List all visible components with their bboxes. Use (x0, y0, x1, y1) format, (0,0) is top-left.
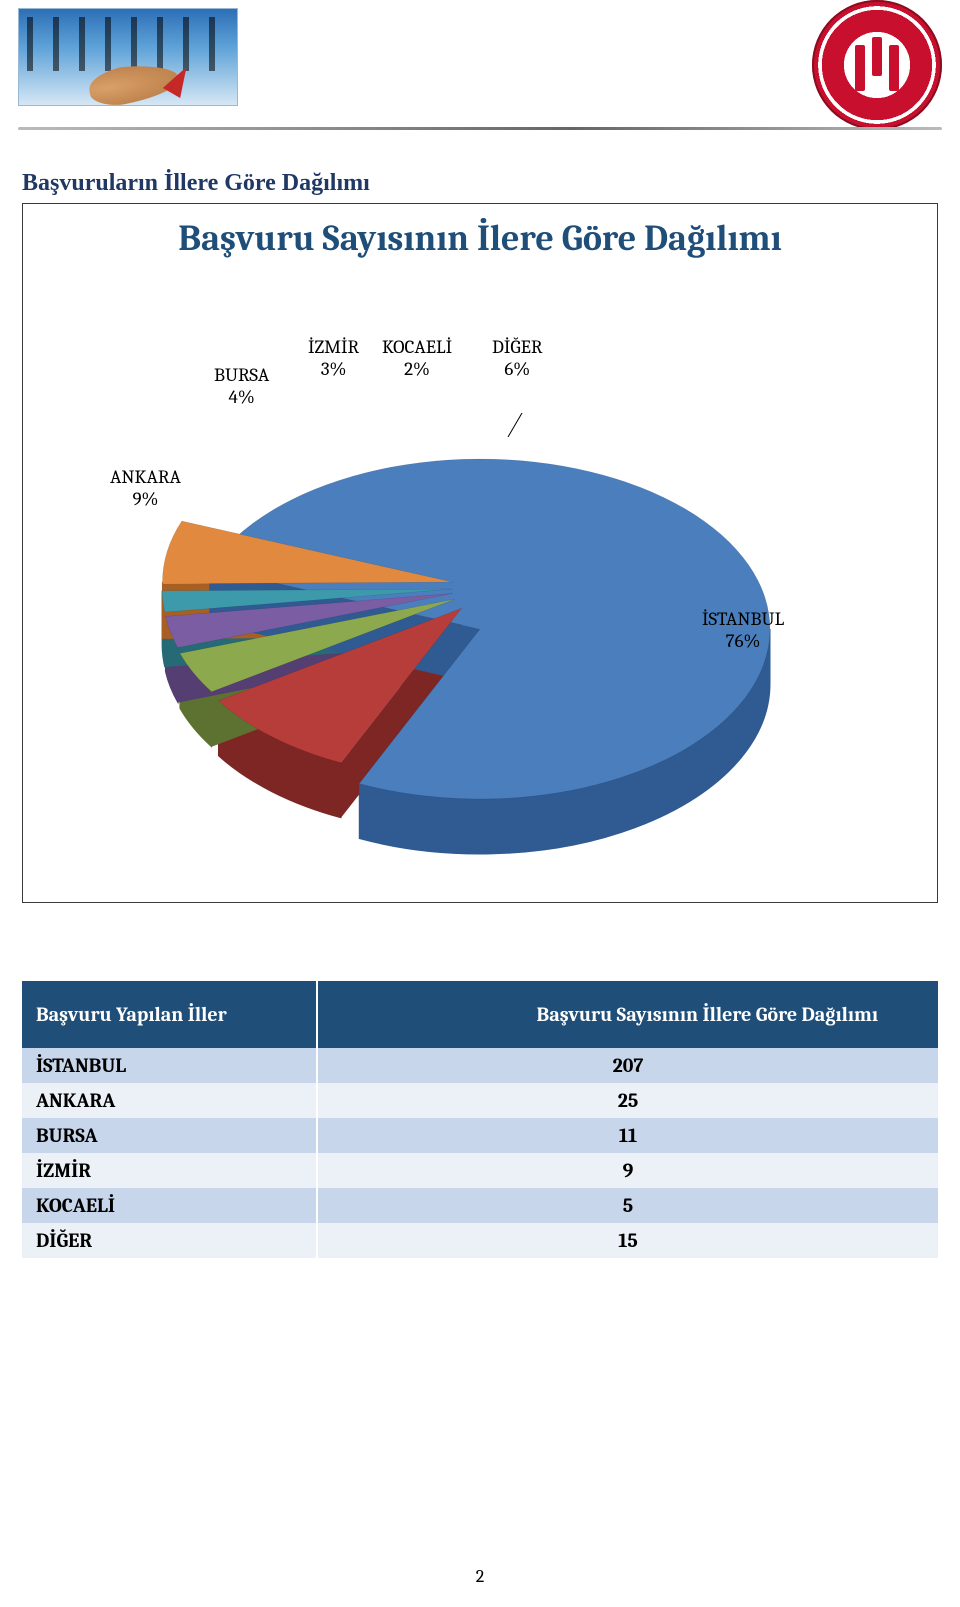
pie-label-istanbul: İSTANBUL76% (702, 609, 784, 653)
table-header-city: Başvuru Yapılan İller (22, 981, 317, 1048)
table-cell-value: 207 (317, 1048, 938, 1083)
table-row: KOCAELİ5 (22, 1188, 938, 1223)
table-cell-value: 11 (317, 1118, 938, 1153)
table-row: İSTANBUL207 (22, 1048, 938, 1083)
table-cell-city: KOCAELİ (22, 1188, 317, 1223)
data-table: Başvuru Yapılan İller Başvuru Sayısının … (22, 981, 938, 1258)
table-header-value: Başvuru Sayısının İllere Göre Dağılımı (317, 981, 938, 1048)
table-cell-city: BURSA (22, 1118, 317, 1153)
table-row: BURSA11 (22, 1118, 938, 1153)
pie-label-kocaeli: KOCAELİ2% (382, 337, 452, 381)
data-table-container: Başvuru Yapılan İller Başvuru Sayısının … (22, 981, 938, 1258)
table-row: İZMİR9 (22, 1153, 938, 1188)
table-cell-value: 15 (317, 1223, 938, 1258)
header-divider (18, 127, 942, 130)
table-cell-value: 25 (317, 1083, 938, 1118)
page-header (0, 0, 960, 130)
pie-chart: ANKARA9% BURSA4% İZMİR3% KOCAELİ2% DİĞER… (130, 379, 830, 879)
header-logo-left (18, 8, 238, 106)
pie-chart-container: Başvuru Sayısının İlere Göre Dağılımı AN… (22, 203, 938, 903)
table-cell-city: DİĞER (22, 1223, 317, 1258)
table-cell-value: 9 (317, 1153, 938, 1188)
section-title: Başvuruların İllere Göre Dağılımı (22, 170, 960, 197)
header-seal-icon (812, 0, 942, 130)
chart-title: Başvuru Sayısının İlere Göre Dağılımı (23, 204, 937, 265)
table-cell-city: ANKARA (22, 1083, 317, 1118)
table-cell-city: İZMİR (22, 1153, 317, 1188)
pie-label-izmir: İZMİR3% (308, 337, 359, 381)
pie-label-ankara: ANKARA9% (110, 467, 181, 511)
table-cell-city: İSTANBUL (22, 1048, 317, 1083)
table-row: DİĞER15 (22, 1223, 938, 1258)
page-number: 2 (476, 1566, 485, 1587)
pie-label-bursa: BURSA4% (214, 365, 269, 409)
table-header-row: Başvuru Yapılan İller Başvuru Sayısının … (22, 981, 938, 1048)
pie-label-diger: DİĞER6% (492, 337, 543, 381)
table-cell-value: 5 (317, 1188, 938, 1223)
table-row: ANKARA25 (22, 1083, 938, 1118)
